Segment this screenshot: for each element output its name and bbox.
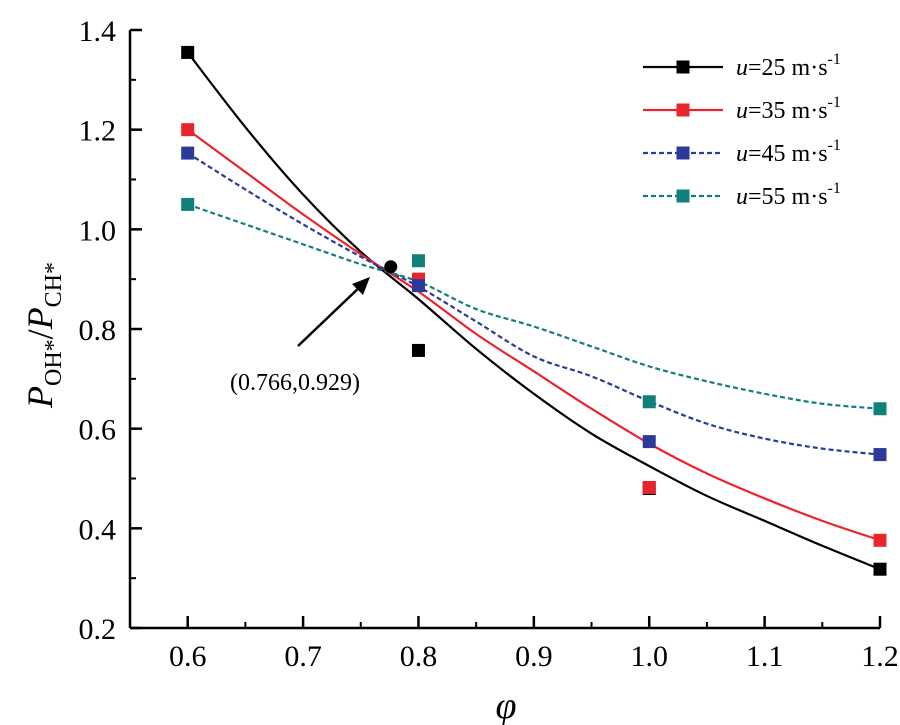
y-label-sub1: OH* <box>41 339 67 386</box>
y-label-main: P <box>20 386 60 409</box>
plot-area: 0.6 0.7 0.8 0.9 1.0 1.1 1.2 0.2 0.4 0.6 0.8 1.0 1.2… <box>79 15 899 673</box>
fit-curve-u55 <box>187 203 881 410</box>
y-tick-label: 1.4 <box>79 15 117 48</box>
fit-curve-u35 <box>187 128 881 542</box>
x-tick-label: 0.7 <box>284 640 322 673</box>
data-point-u35 <box>873 533 887 547</box>
y-tick-label: 0.2 <box>79 613 117 646</box>
x-tick-label: 1.1 <box>746 640 784 673</box>
x-tick-label: 1.0 <box>630 640 668 673</box>
data-points <box>181 45 887 576</box>
data-point-u35 <box>181 123 195 137</box>
y-label-main2: P <box>20 307 60 330</box>
legend-marker <box>676 146 690 160</box>
data-point-u45 <box>181 146 195 160</box>
y-tick-label: 1.0 <box>79 214 117 247</box>
y-ticks: 0.2 0.4 0.6 0.8 1.0 1.2 1.4 <box>79 15 142 646</box>
legend-label-u45: u=45 m·s-1 <box>736 137 841 167</box>
fit-curve-u45 <box>187 152 881 456</box>
data-point-u55 <box>873 402 887 416</box>
annotation-arrowhead <box>352 277 370 295</box>
fit-curves <box>186 51 881 571</box>
legend-marker <box>676 189 690 203</box>
x-tick-label: 1.2 <box>861 640 899 673</box>
data-point-u25 <box>873 562 887 576</box>
data-point-u55 <box>411 254 425 268</box>
data-point-u45 <box>873 448 887 462</box>
data-point-u55 <box>642 395 656 409</box>
data-point-u35 <box>642 480 656 494</box>
x-tick-label: 0.9 <box>515 640 553 673</box>
legend-label-u25: u=25 m·s-1 <box>736 51 841 81</box>
legend-marker <box>676 60 690 74</box>
data-point-u55 <box>181 197 195 211</box>
y-tick-label: 0.4 <box>79 513 117 546</box>
y-label-slash: / <box>20 329 60 339</box>
fit-curve-u25 <box>186 51 881 571</box>
data-point-u45 <box>642 435 656 449</box>
y-tick-label: 0.8 <box>79 314 117 347</box>
y-axis-label: POH*/PCH* <box>20 262 67 409</box>
annotation: (0.766,0.929) <box>230 260 398 396</box>
annotation-arrow <box>297 282 365 347</box>
x-axis-label: φ <box>495 685 516 725</box>
data-point-u45 <box>411 279 425 293</box>
legend-label-u35: u=35 m·s-1 <box>736 94 841 124</box>
y-tick-label: 1.2 <box>79 115 117 148</box>
legend-marker <box>676 103 690 117</box>
annotation-label: (0.766,0.929) <box>230 370 360 396</box>
x-ticks: 0.6 0.7 0.8 0.9 1.0 1.1 1.2 <box>129 616 899 673</box>
data-point-u25 <box>411 343 425 357</box>
x-tick-label: 0.8 <box>400 640 438 673</box>
intersection-point <box>384 260 398 274</box>
x-tick-label: 0.6 <box>169 640 207 673</box>
y-tick-label: 0.6 <box>79 414 117 447</box>
data-point-u25 <box>181 45 195 59</box>
legend: u=25 m·s-1 u=35 m·s-1 u=45 m·s-1 u=55 m·s-1 <box>643 51 841 210</box>
legend-label-u55: u=55 m·s-1 <box>736 180 841 210</box>
y-label-sub2: CH* <box>41 262 67 307</box>
